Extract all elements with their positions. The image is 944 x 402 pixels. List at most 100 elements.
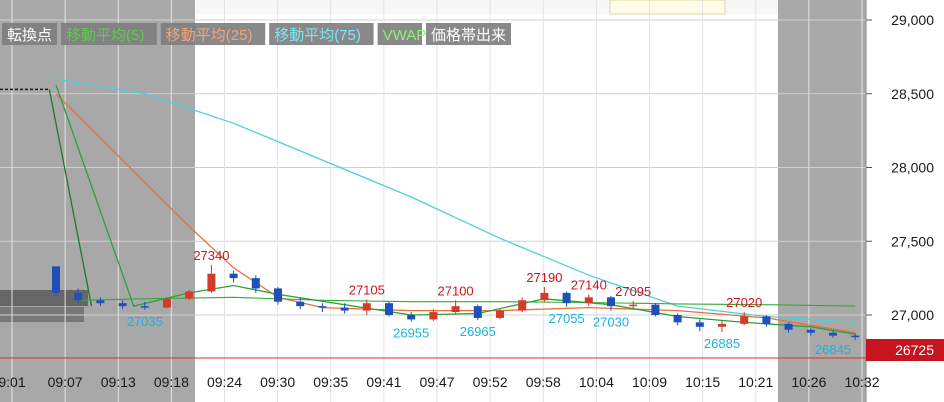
candle-body	[629, 304, 638, 307]
low-label: 26955	[393, 326, 429, 341]
legend-item-bg[interactable]	[269, 23, 374, 45]
high-label: 27140	[571, 277, 607, 292]
candle-body	[451, 306, 460, 313]
high-label: 27340	[193, 248, 229, 263]
time-tick-label: 09:07	[48, 374, 83, 390]
candle-body	[251, 278, 260, 289]
candle-body	[362, 303, 371, 311]
time-tick-label: 09:18	[154, 374, 189, 390]
candle-body	[385, 303, 393, 315]
time-tick-label: 09:52	[473, 374, 508, 390]
price-tick-label: 28,500	[891, 86, 934, 102]
time-tick-label: 09:35	[313, 374, 348, 390]
legend-item-label[interactable]: 移動平均(5)	[66, 27, 144, 44]
candle-body	[407, 315, 416, 320]
candle-body	[140, 306, 149, 308]
low-label: 27055	[549, 311, 585, 326]
current-price-label: 26725	[895, 342, 934, 358]
candle-body	[851, 335, 860, 338]
low-label: 26845	[815, 342, 851, 357]
candle-body	[296, 301, 305, 307]
candle-body	[540, 292, 549, 301]
candle-body	[207, 273, 216, 292]
candle-body	[651, 304, 660, 315]
low-label: 27030	[593, 315, 629, 330]
time-tick-label: 09:13	[101, 374, 136, 390]
time-tick-label: 10:26	[791, 374, 826, 390]
candle-body	[340, 307, 349, 311]
candle-body	[473, 306, 482, 318]
candle-body	[274, 288, 282, 302]
time-tick-label: 09:41	[366, 374, 401, 390]
candle-body	[718, 323, 726, 327]
price-tick-label: 27,500	[891, 233, 934, 249]
candle-body	[229, 273, 238, 279]
candle-body	[163, 298, 171, 308]
price-tick-label: 27,000	[891, 307, 934, 323]
time-tick-label: 10:21	[738, 374, 773, 390]
ma75-line	[55, 78, 856, 324]
legend-item-label[interactable]: 転換点	[7, 27, 52, 44]
gridlines	[0, 0, 866, 402]
high-label: 27190	[526, 270, 562, 285]
time-tick-label: 09:58	[526, 374, 561, 390]
top-strip-box	[609, 0, 726, 15]
legend-item-bg[interactable]	[426, 23, 511, 45]
premarket-shade	[0, 0, 195, 402]
candle-body	[429, 312, 438, 320]
time-tick-label: 10:15	[685, 374, 720, 390]
time-tick-label: 09:30	[260, 374, 295, 390]
legend-item-label[interactable]: 移動平均(25)	[166, 27, 253, 44]
candle-body	[740, 316, 749, 324]
low-label: 26885	[704, 336, 740, 351]
time-tick-label: 09:47	[419, 374, 454, 390]
candle-body	[584, 297, 593, 304]
volume-profile-bar	[0, 290, 88, 306]
time-tick-label: 10:32	[844, 374, 879, 390]
time-tick-label: 09:24	[207, 374, 242, 390]
high-label: 27105	[349, 283, 385, 298]
candle-body	[318, 306, 327, 308]
legend-item-label[interactable]: 移動平均(75)	[274, 27, 361, 44]
high-label: 27020	[726, 295, 762, 310]
candle-body	[185, 291, 194, 299]
candle-body	[74, 292, 83, 301]
time-axis: 9:01 09:07 09:13 09:18 09:24 09:30 09:35 09:41 0…	[0, 374, 880, 390]
candle-body	[829, 332, 837, 336]
candle-body	[118, 303, 127, 307]
time-tick-label: 10:09	[632, 374, 667, 390]
legend-item-label[interactable]: 価格帯出来	[431, 27, 506, 44]
legend-item-label[interactable]: VWAP	[383, 27, 427, 44]
candle-body	[806, 329, 815, 333]
candle-body	[562, 292, 571, 304]
candle-body	[673, 315, 682, 323]
afterhours-shade	[778, 0, 866, 402]
high-label: 27100	[438, 283, 474, 298]
candle-body	[607, 297, 615, 307]
candle-body	[96, 300, 105, 304]
legend-item-bg[interactable]	[2, 23, 57, 45]
high-label: 27095	[615, 284, 651, 299]
price-tick-label: 28,000	[891, 160, 934, 176]
price-axis: 29,000 28,500 28,000 27,500 27,000	[866, 12, 934, 323]
price-tick-label: 29,000	[891, 12, 934, 28]
current-price-badge	[866, 339, 944, 361]
gap-line	[48, 89, 93, 307]
low-label: 26965	[460, 324, 496, 339]
legend-item-bg[interactable]	[61, 23, 157, 45]
candle-body	[496, 310, 504, 318]
legend-item-bg[interactable]	[377, 23, 422, 45]
candle-body	[784, 323, 793, 330]
candle-body	[518, 300, 527, 311]
candles	[52, 264, 860, 341]
price-axis-panel	[866, 0, 944, 402]
high-low-annotations: 27340 27105 27100 27190 27140 27095 27020 27035…	[127, 248, 851, 357]
ma5-line	[55, 84, 856, 335]
low-label: 27035	[127, 314, 163, 329]
legend-item-bg[interactable]	[160, 23, 266, 45]
candle-body	[52, 266, 60, 293]
time-tick-label: 9:01	[0, 374, 26, 390]
candle-body	[695, 322, 704, 327]
indicator-legend[interactable]: 転換点 移動平均(5) 移動平均(25) 移動平均(75) VWAP 価格帯出来	[2, 23, 511, 45]
